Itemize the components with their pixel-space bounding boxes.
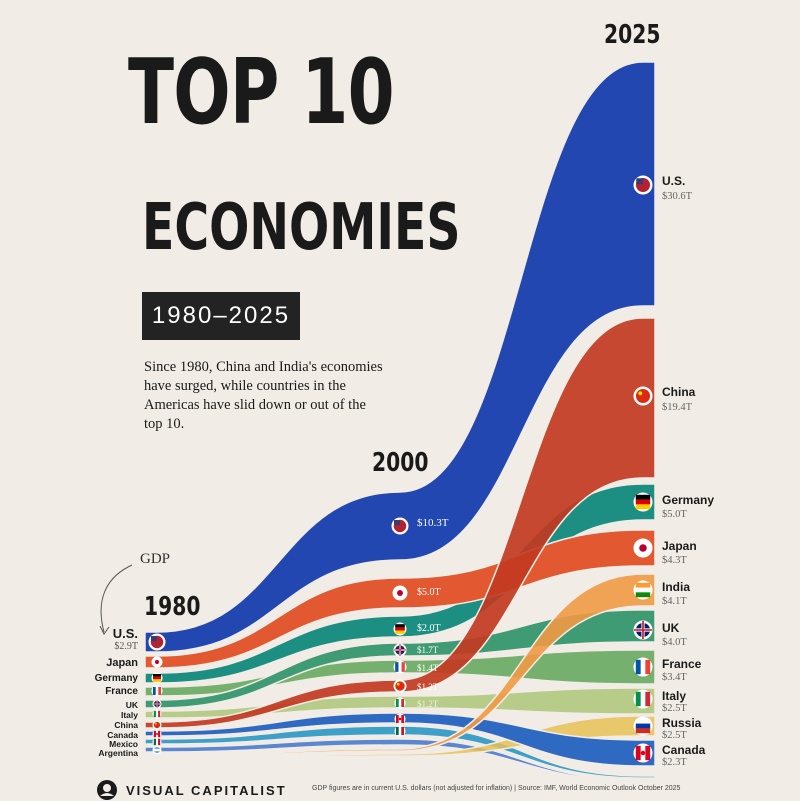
japan-flag-icon: [151, 656, 163, 668]
canada-flag-icon: [633, 743, 653, 763]
band-canada: [144, 712, 656, 767]
mexico-flag-icon: [394, 725, 406, 737]
band-argentina: [144, 738, 656, 782]
label-2025-france: France: [662, 657, 702, 671]
title-line-1: TOP 10: [128, 40, 395, 145]
gdp-label: GDP: [140, 551, 171, 567]
band-germany: [144, 483, 656, 684]
uk-flag-icon: [393, 643, 407, 657]
gdp-arrow: [100, 564, 133, 633]
footer-logo: VISUAL CAPITALIST: [96, 779, 287, 801]
label-1980-uk: UK: [125, 700, 138, 710]
label-1980-france: France: [105, 686, 138, 697]
value-2000-italy: $1.2T: [417, 699, 439, 709]
france-flag-icon: [393, 660, 407, 674]
japan-flag-icon: [392, 585, 408, 601]
value-2025-germany: $5.0T: [662, 509, 687, 520]
label-2025-italy: Italy: [662, 689, 687, 703]
france-flag-icon: [151, 685, 163, 697]
germany-flag-icon: [151, 672, 163, 684]
italy-flag-icon: [152, 709, 162, 719]
year-label-2025: 2025: [604, 20, 661, 50]
label-1980-us: U.S.: [112, 626, 138, 641]
intro-text: Since 1980, China and India's economies …: [144, 359, 383, 432]
value-2025-france: $3.4T: [662, 672, 687, 683]
china-flag-icon: [633, 386, 653, 406]
band-mexico: [144, 725, 656, 779]
label-2025-india: India: [662, 580, 691, 594]
value-1980-us: $2.9T: [114, 641, 138, 652]
value-2000-japan: $5.0T: [417, 587, 441, 598]
value-2000-uk: $1.7T: [417, 645, 439, 655]
italy-flag-icon: [394, 697, 406, 709]
value-2025-us: $30.6T: [662, 191, 693, 202]
label-1980-mexico: Mexico: [109, 739, 138, 749]
label-2025-uk: UK: [662, 621, 680, 635]
gdp-arrow-head: [99, 625, 110, 635]
china-flag-icon: [393, 679, 407, 693]
label-2025-japan: Japan: [662, 539, 697, 553]
band-india: [144, 573, 656, 758]
india-flag-icon: [633, 580, 653, 600]
value-2000-germany: $2.0T: [417, 623, 441, 634]
mexico-flag-icon: [152, 737, 162, 747]
label-2025-us: U.S.: [662, 174, 686, 188]
label-2025-china: China: [662, 385, 696, 399]
label-1980-china: China: [114, 720, 138, 730]
us-flag-icon: [148, 633, 166, 651]
period-badge: 1980–2025: [142, 292, 300, 340]
label-1980-argentina: Argentina: [98, 748, 138, 758]
footer-brand: VISUAL CAPITALIST: [126, 782, 287, 798]
label-1980-italy: Italy: [120, 710, 138, 720]
uk-flag-icon: [633, 620, 653, 640]
band-china: [144, 317, 656, 729]
canada-flag-icon: [152, 729, 162, 739]
visual-capitalist-logo-icon: [97, 780, 117, 800]
russia-flag-icon: [633, 716, 653, 736]
france-flag-icon: [633, 657, 653, 677]
argentina-flag-icon: [152, 745, 162, 755]
japan-flag-icon: [633, 538, 653, 558]
footer-source-note: GDP figures are in current U.S. dollars …: [312, 785, 681, 792]
value-2025-japan: $4.3T: [662, 555, 687, 566]
china-flag-icon: [152, 720, 162, 730]
germany-flag-icon: [393, 622, 407, 636]
label-1980-canada: Canada: [107, 730, 138, 740]
value-2025-canada: $2.3T: [662, 757, 687, 768]
value-2025-italy: $2.5T: [662, 703, 687, 714]
value-2000-france: $1.4T: [417, 663, 439, 673]
label-1980-germany: Germany: [94, 673, 138, 684]
value-2000-us: $10.3T: [417, 517, 449, 529]
label-2025-germany: Germany: [662, 493, 715, 507]
italy-flag-icon: [633, 689, 653, 709]
value-2025-china: $19.4T: [662, 402, 693, 413]
value-2025-india: $4.1T: [662, 596, 687, 607]
title-line-2: ECONOMIES: [142, 191, 461, 265]
year-label-2000: 2000: [372, 448, 429, 478]
label-2025-russia: Russia: [662, 716, 702, 730]
germany-flag-icon: [633, 492, 653, 512]
value-2025-russia: $2.5T: [662, 730, 687, 741]
band-uk: [144, 609, 656, 709]
label-1980-japan: Japan: [106, 657, 138, 669]
uk-flag-icon: [152, 699, 162, 709]
us-flag-icon: [633, 175, 653, 195]
canada-flag-icon: [394, 713, 406, 725]
year-label-1980: 1980: [144, 592, 201, 622]
value-2000-china: $1.2T: [417, 682, 439, 692]
value-2025-uk: $4.0T: [662, 637, 687, 648]
us-flag-icon: [391, 517, 409, 535]
label-2025-canada: Canada: [662, 743, 706, 757]
